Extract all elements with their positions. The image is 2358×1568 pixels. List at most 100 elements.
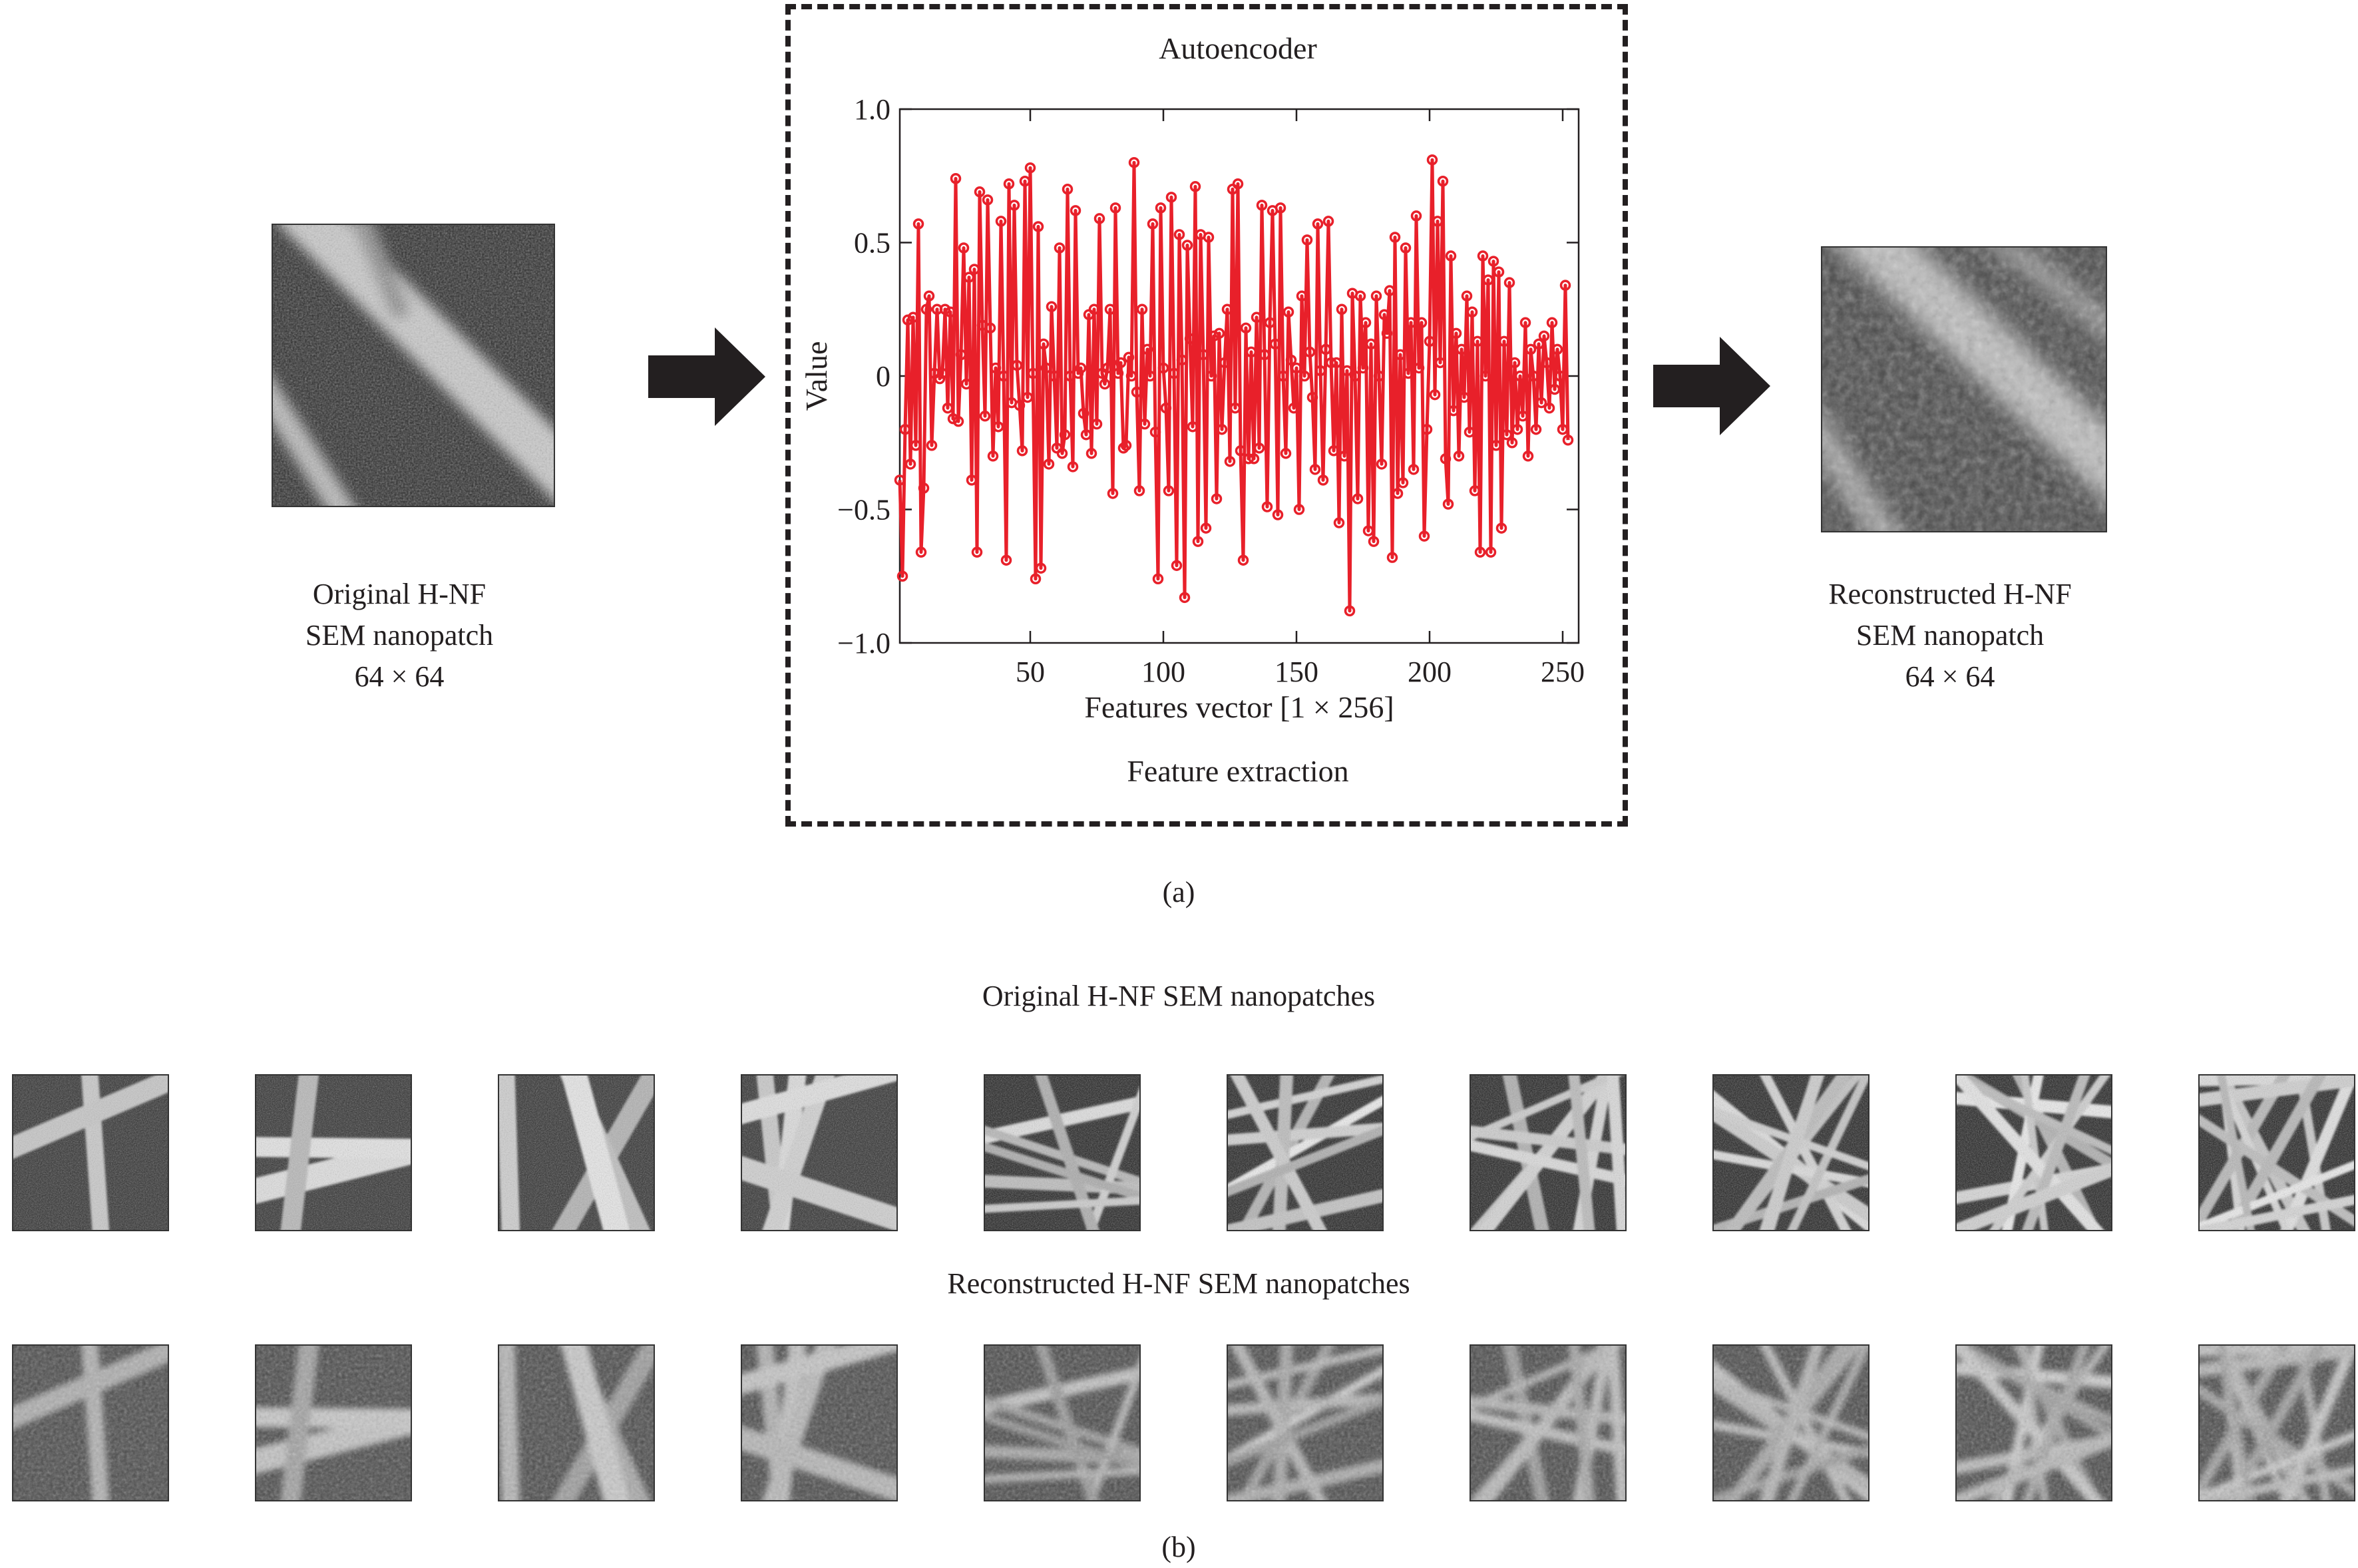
feature-point [1501, 429, 1513, 441]
feature-point [1091, 418, 1103, 430]
feature-point [1392, 488, 1404, 499]
feature-point [1301, 234, 1313, 246]
feature-point [912, 218, 924, 230]
feature-point [958, 242, 970, 254]
feature-point [950, 173, 962, 184]
feature-point [1408, 464, 1420, 475]
feature-point [1131, 386, 1143, 398]
feature-point [1320, 343, 1332, 355]
feature-point [995, 216, 1007, 227]
feature-point [990, 362, 1002, 374]
feature-point [1559, 280, 1571, 291]
feature-point [1088, 303, 1100, 315]
feature-point [1046, 301, 1058, 312]
feature-point [968, 264, 980, 275]
feature-point [1317, 475, 1329, 486]
feature-point [1109, 202, 1121, 214]
feature-point [1368, 536, 1380, 547]
feature-point [1333, 517, 1345, 528]
feature-point [1275, 202, 1286, 214]
feature-point [1259, 349, 1271, 361]
feature-point [992, 421, 1004, 433]
feature-point [1040, 362, 1052, 374]
feature-point [1285, 354, 1297, 366]
feature-point [1173, 229, 1185, 240]
feature-point [1440, 453, 1452, 465]
original-nanopatch-tile [1470, 1074, 1627, 1231]
feature-point [1022, 391, 1034, 403]
feature-point [1030, 573, 1042, 585]
feature-point [1208, 330, 1220, 342]
feature-point [1381, 327, 1393, 339]
feature-point [1442, 498, 1454, 510]
reconstructed-nanopatch-tile [12, 1344, 169, 1501]
feature-point [1400, 242, 1412, 254]
reconstructed-nanopatch-tile [255, 1344, 412, 1501]
feature-point [1213, 327, 1225, 339]
feature-point [1448, 405, 1460, 417]
reconstructed-caption-line1: Reconstructed H-NF [1828, 578, 2072, 610]
original-caption: Original H-NF SEM nanopatch 64 × 64 [240, 574, 559, 697]
feature-point [1517, 410, 1529, 422]
x-axis-label: Features vector [1 × 256] [1084, 690, 1394, 724]
feature-point [952, 415, 964, 427]
reconstructed-nanopatch-tile [984, 1344, 1141, 1501]
feature-point [1322, 216, 1334, 227]
feature-point [1248, 453, 1260, 465]
feature-point [899, 423, 911, 435]
feature-point [1197, 349, 1209, 361]
feature-point [1048, 370, 1060, 382]
feature-point [1115, 357, 1127, 369]
feature-point [1474, 546, 1486, 558]
feature-point [939, 303, 951, 315]
original-nanopatch-tile [741, 1074, 898, 1231]
feature-point [1035, 562, 1047, 574]
feature-point [1224, 456, 1236, 467]
feature-point [1479, 370, 1491, 382]
feature-series-line [898, 158, 1570, 613]
feature-point [1104, 303, 1116, 315]
feature-point [1453, 451, 1465, 462]
feature-point [918, 483, 930, 494]
feature-point [1511, 423, 1523, 435]
feature-point [1027, 367, 1039, 379]
reconstructed-caption-line2: SEM nanopatch [1856, 619, 2045, 652]
feature-point [1062, 184, 1074, 195]
feature-point [1054, 242, 1066, 254]
feature-point [1405, 317, 1417, 329]
feature-point [1394, 349, 1406, 361]
feature-point [920, 303, 932, 315]
feature-point [1277, 370, 1289, 382]
feature-point [1181, 240, 1193, 251]
feature-point [1434, 357, 1446, 369]
feature-point [1211, 493, 1223, 504]
feature-point [1144, 370, 1156, 382]
feature-point [1067, 461, 1079, 473]
feature-point [1354, 290, 1366, 301]
feature-point [1296, 290, 1308, 301]
feature-point [944, 306, 956, 318]
feature-point [1472, 335, 1483, 347]
feature-point [1008, 200, 1020, 211]
feature-point [1256, 200, 1268, 211]
feature-point [1261, 501, 1273, 512]
feature-point [1123, 351, 1135, 363]
reconstructed-nanopatch-image [1821, 246, 2107, 532]
x-tick-label: 150 [1275, 656, 1318, 688]
feature-point [1264, 317, 1276, 329]
feature-point [1336, 303, 1348, 315]
feature-point [1495, 522, 1507, 534]
feature-point [984, 322, 996, 334]
reconstructed-nanopatch-tile [1470, 1344, 1627, 1501]
reconstructed-nanopatch-tile [2198, 1344, 2355, 1501]
feature-point [1469, 485, 1481, 496]
feature-point [1309, 464, 1321, 475]
feature-point [1306, 391, 1318, 403]
original-nanopatch-tile [984, 1074, 1141, 1231]
feature-point [1493, 266, 1505, 278]
feature-point [1229, 402, 1241, 414]
chart-footer: Feature extraction [1127, 754, 1348, 788]
feature-point [1357, 362, 1369, 374]
feature-point [1157, 362, 1169, 374]
feature-point [1171, 560, 1183, 571]
